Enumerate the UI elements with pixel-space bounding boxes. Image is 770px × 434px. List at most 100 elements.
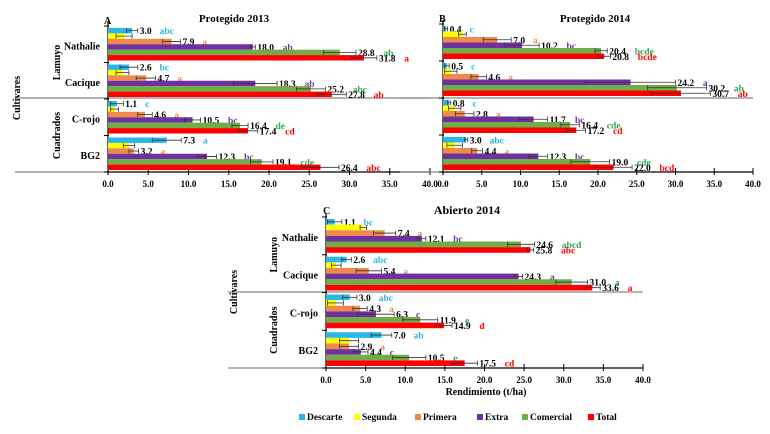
x-tick-label: 30.0: [556, 375, 572, 385]
significance-letters: bc: [244, 153, 254, 163]
legend-label: Total: [596, 413, 617, 423]
value-label: 1.1: [344, 218, 356, 228]
bar-descarte: [443, 100, 450, 106]
value-label: 18.0: [257, 43, 274, 53]
bar-total: [108, 91, 332, 97]
x-tick-label: 0.0: [437, 179, 449, 189]
value-label: 7.3: [183, 137, 195, 147]
x-tick-label: 40.0: [422, 179, 438, 189]
x-tick-label: 30.0: [342, 179, 358, 189]
bar-primera: [443, 37, 498, 43]
significance-letters: cde: [607, 121, 621, 131]
x-tick-label: 35.0: [596, 375, 612, 385]
legend-label: Extra: [485, 413, 508, 423]
value-label: 1.1: [125, 100, 137, 110]
bar-comercial: [108, 86, 311, 92]
cultivar-label: BG2: [81, 151, 100, 162]
significance-letters: bc: [575, 116, 585, 126]
significance-letters: abc: [561, 246, 575, 256]
value-label: 3.2: [141, 148, 153, 158]
cultivar-bar-group: BG2 7.3 a 3.2 a 12.3 bc 19.1 cde 26.4 abc: [81, 137, 381, 174]
significance-letters: c: [416, 311, 420, 321]
significance-letters: a: [389, 305, 394, 315]
panel-c: C Abierto 2014 0.0 5.0 10.0 15.0 20.0 25.0 30.…: [228, 203, 651, 398]
bar-comercial: [326, 317, 421, 323]
value-label: 20.8: [612, 53, 629, 63]
cultivar-label: C-rojo: [290, 308, 318, 319]
panel-b-plot: 0.0 5.0 10.0 15.0 20.0 25.0 30.0 35.0 40.0 0.4 c 7.…: [400, 20, 761, 189]
bar-extra: [326, 349, 361, 355]
significance-letters: abc: [379, 294, 393, 304]
bar-total: [443, 164, 614, 170]
bar-extra: [326, 311, 376, 317]
value-label: 14.9: [454, 322, 471, 332]
value-label: 18.3: [279, 80, 296, 90]
value-label: 20.4: [609, 47, 626, 57]
value-label: 16.4: [581, 121, 598, 131]
significance-letters: a: [533, 36, 538, 46]
value-label: 22.0: [634, 164, 651, 174]
bar-comercial: [326, 279, 572, 285]
x-tick-label: 15.0: [551, 179, 567, 189]
value-label: 7.0: [394, 332, 406, 342]
x-tick-label: 10.0: [513, 179, 529, 189]
bar-comercial: [108, 122, 241, 129]
value-label: 4.7: [157, 75, 169, 85]
value-label: 24.3: [525, 273, 542, 283]
value-label: 4.3: [369, 305, 381, 315]
significance-letters: a: [550, 273, 555, 283]
significance-letters: c: [469, 25, 473, 35]
x-tick-label: 25.0: [629, 179, 645, 189]
legend: Descarte Segunda Primera Extra Comercial Tota…: [299, 413, 617, 423]
x-tick-label: 30.0: [668, 179, 684, 189]
bar-extra: [443, 42, 523, 48]
value-label: 0.8: [453, 99, 465, 109]
legend-item-descarte: Descarte: [299, 413, 342, 423]
value-label: 24.6: [536, 241, 553, 251]
x-tick-label: 10.0: [397, 375, 413, 385]
x-tick-label: 15.0: [437, 375, 453, 385]
significance-letters: c: [145, 100, 149, 110]
x-tick-label: 5.0: [476, 179, 488, 189]
x-tick-label: 20.0: [477, 375, 493, 385]
legend-label: Segunda: [362, 413, 397, 423]
bar-comercial: [108, 49, 340, 56]
bar-primera: [108, 38, 172, 45]
bar-extra: [108, 44, 253, 50]
bar-total: [443, 53, 605, 59]
cultivar-label: Nathalie: [64, 41, 101, 52]
bar-primera: [108, 148, 134, 154]
bar-primera: [326, 343, 349, 350]
x-tick-label: 10.0: [181, 179, 197, 189]
significance-letters: ab: [734, 84, 744, 94]
panel-a-plot: 0.0 5.0 10.0 15.0 20.0 25.0 30.0 35.0 40.0 Nathal…: [12, 22, 438, 189]
bar-total: [108, 128, 249, 134]
cultivar-bar-group: BG2 7.0 ab 2.9 a4.4 c 10.5 e 17.5 cd: [299, 332, 515, 370]
value-label: 4.6: [154, 111, 166, 121]
significance-letters: abc: [373, 256, 387, 266]
significance-letters: cd: [505, 360, 515, 370]
panel-a: A Protegido 2013 0.0 5.0 10.0 15.0 20.0 25.0 3…: [12, 13, 438, 189]
legend-item-segunda: Segunda: [354, 413, 397, 423]
value-label: 31.0: [590, 279, 607, 289]
group-label-cuadrados: Cuadrados: [52, 112, 63, 159]
value-label: 7.9: [182, 38, 194, 48]
bar-comercial: [443, 85, 678, 91]
significance-letters: a: [380, 343, 385, 353]
bar-segunda: [108, 142, 129, 149]
bar-descarte: [326, 294, 350, 301]
value-label: 19.0: [612, 158, 629, 168]
bar-primera: [108, 111, 146, 118]
value-label: 30.7: [712, 90, 729, 100]
bar-descarte: [326, 332, 382, 338]
significance-letters: bc: [567, 42, 577, 52]
panel-a-letter: A: [104, 16, 112, 27]
value-label: 17.2: [588, 127, 605, 137]
cultivar-label: Cacique: [283, 271, 319, 282]
significance-letters: e: [465, 316, 469, 326]
panel-b: B Protegido 2014 0.0 5.0 10.0 15.0 20.0 25.0 3…: [400, 13, 761, 189]
